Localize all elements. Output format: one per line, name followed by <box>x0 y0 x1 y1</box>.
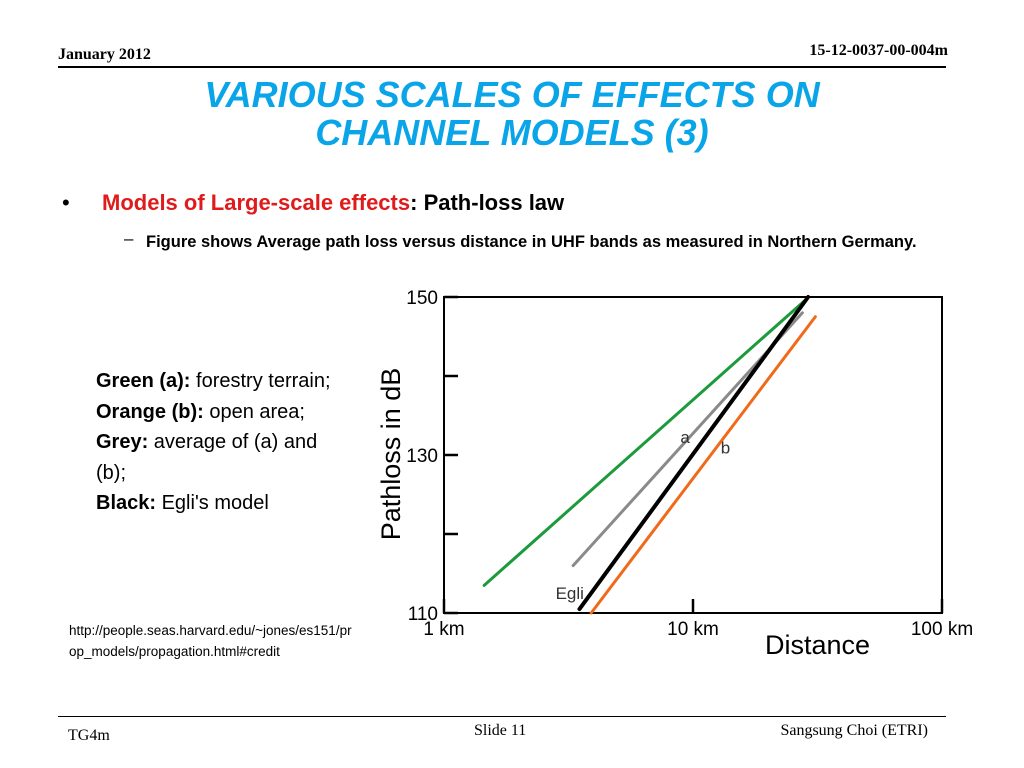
x-tick-label-1: 1 km <box>423 619 464 640</box>
credit-link[interactable]: http://people.seas.harvard.edu/~jones/es… <box>69 623 352 659</box>
footer-group: TG4m <box>68 727 110 744</box>
x-tick-label-10: 10 km <box>667 619 719 640</box>
legend-text-green: forestry terrain; <box>190 370 331 392</box>
slide-title-line-1: VARIOUS SCALES OF EFFECTS ON <box>204 74 820 115</box>
header-date: January 2012 <box>58 46 151 63</box>
sub-bullet-text: Figure shows Average path loss versus di… <box>146 233 917 251</box>
series-label-a: a <box>680 428 690 447</box>
y-axis-label: Pathloss in dB <box>376 368 406 541</box>
y-tick-label-130: 130 <box>406 446 438 467</box>
bullet-colon: : <box>410 190 418 215</box>
pathloss-chart: 110 130 150 1 km 10 km 100 km Distance Pathloss… <box>376 288 973 660</box>
legend-text-orange: open area; <box>203 400 305 423</box>
legend-label-grey: Grey: <box>96 431 149 453</box>
series-label-b: b <box>721 438 730 457</box>
footer-author: Sangsung Choi (ETRI) <box>780 722 928 739</box>
legend-text-black: Egli's model <box>156 492 269 514</box>
legend-label-orange: Orange (b): <box>96 400 204 423</box>
legend-text-grey: average of (a) and (b); <box>96 431 318 484</box>
bullet-main: Models of Large-scale effects: Path-loss… <box>102 190 564 216</box>
bullet-marker: • <box>62 190 70 215</box>
series-line-a <box>482 299 806 587</box>
y-tick-label-110: 110 <box>408 604 438 625</box>
color-legend: Green (a): forestry terrain; Orange (b):… <box>96 366 346 519</box>
sub-bullet-marker: – <box>124 229 134 248</box>
y-tick-label-150: 150 <box>406 288 438 309</box>
bullet-black-text: Path-loss law <box>423 190 565 215</box>
series-line-egli <box>577 295 811 612</box>
header-doc-id: 15-12-0037-00-004m <box>809 42 948 59</box>
slide-number: Slide 11 <box>474 722 527 739</box>
series-label-egli: Egli <box>556 584 584 603</box>
slide-title: VARIOUS SCALES OF EFFECTS ON CHANNEL MOD… <box>150 76 874 152</box>
legend-label-black: Black: <box>96 492 157 514</box>
x-axis-label: Distance <box>765 630 870 660</box>
legend-label-green: Green (a): <box>96 370 191 392</box>
x-tick-label-100: 100 km <box>911 619 973 640</box>
header-divider <box>58 66 946 68</box>
footer-divider <box>58 716 946 717</box>
series-line-b <box>589 315 817 615</box>
bullet-red-text: Models of Large-scale effects <box>102 190 411 215</box>
slide-title-line-2: CHANNEL MODELS (3) <box>315 112 709 153</box>
